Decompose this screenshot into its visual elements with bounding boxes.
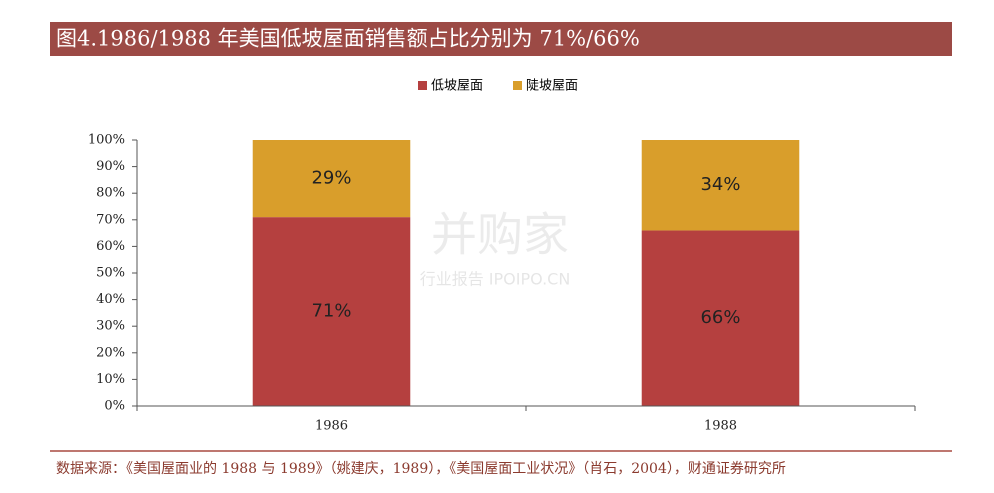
watermark: 并购家 <box>431 208 569 262</box>
y-tick-label: 80% <box>96 186 125 201</box>
chart-title: 图4.1986/1988 年美国低坡屋面销售额占比分别为 71%/66% <box>56 27 640 51</box>
watermark: 行业报告 IPOIPO.CN <box>420 270 571 289</box>
data-label: 66% <box>700 307 740 328</box>
legend-label: 陡坡屋面 <box>526 79 578 94</box>
legend-label: 低坡屋面 <box>431 79 483 94</box>
y-tick-label: 40% <box>96 292 125 307</box>
data-label: 29% <box>311 168 351 189</box>
x-tick-label: 1988 <box>704 419 737 434</box>
y-tick-label: 10% <box>96 372 125 387</box>
y-tick-label: 30% <box>96 319 125 334</box>
y-tick-label: 0% <box>104 399 125 414</box>
x-tick-label: 1986 <box>315 419 348 434</box>
legend-swatch <box>513 81 522 90</box>
legend-swatch <box>418 81 427 90</box>
y-tick-label: 20% <box>96 345 125 360</box>
y-tick-label: 50% <box>96 266 125 281</box>
y-tick-label: 100% <box>88 133 125 148</box>
y-tick-label: 60% <box>96 239 125 254</box>
y-tick-label: 90% <box>96 159 125 174</box>
bar-segment <box>252 140 411 218</box>
bar-segment <box>641 140 800 231</box>
bar-segment <box>641 230 800 406</box>
y-tick-label: 70% <box>96 212 125 227</box>
source-note: 数据来源：《美国屋面业的 1988 与 1989》（姚建庆，1989），《美国屋… <box>56 461 786 477</box>
data-label: 71% <box>311 301 351 322</box>
title-bar <box>50 22 952 56</box>
bar-segment <box>252 217 411 406</box>
data-label: 34% <box>700 174 740 195</box>
